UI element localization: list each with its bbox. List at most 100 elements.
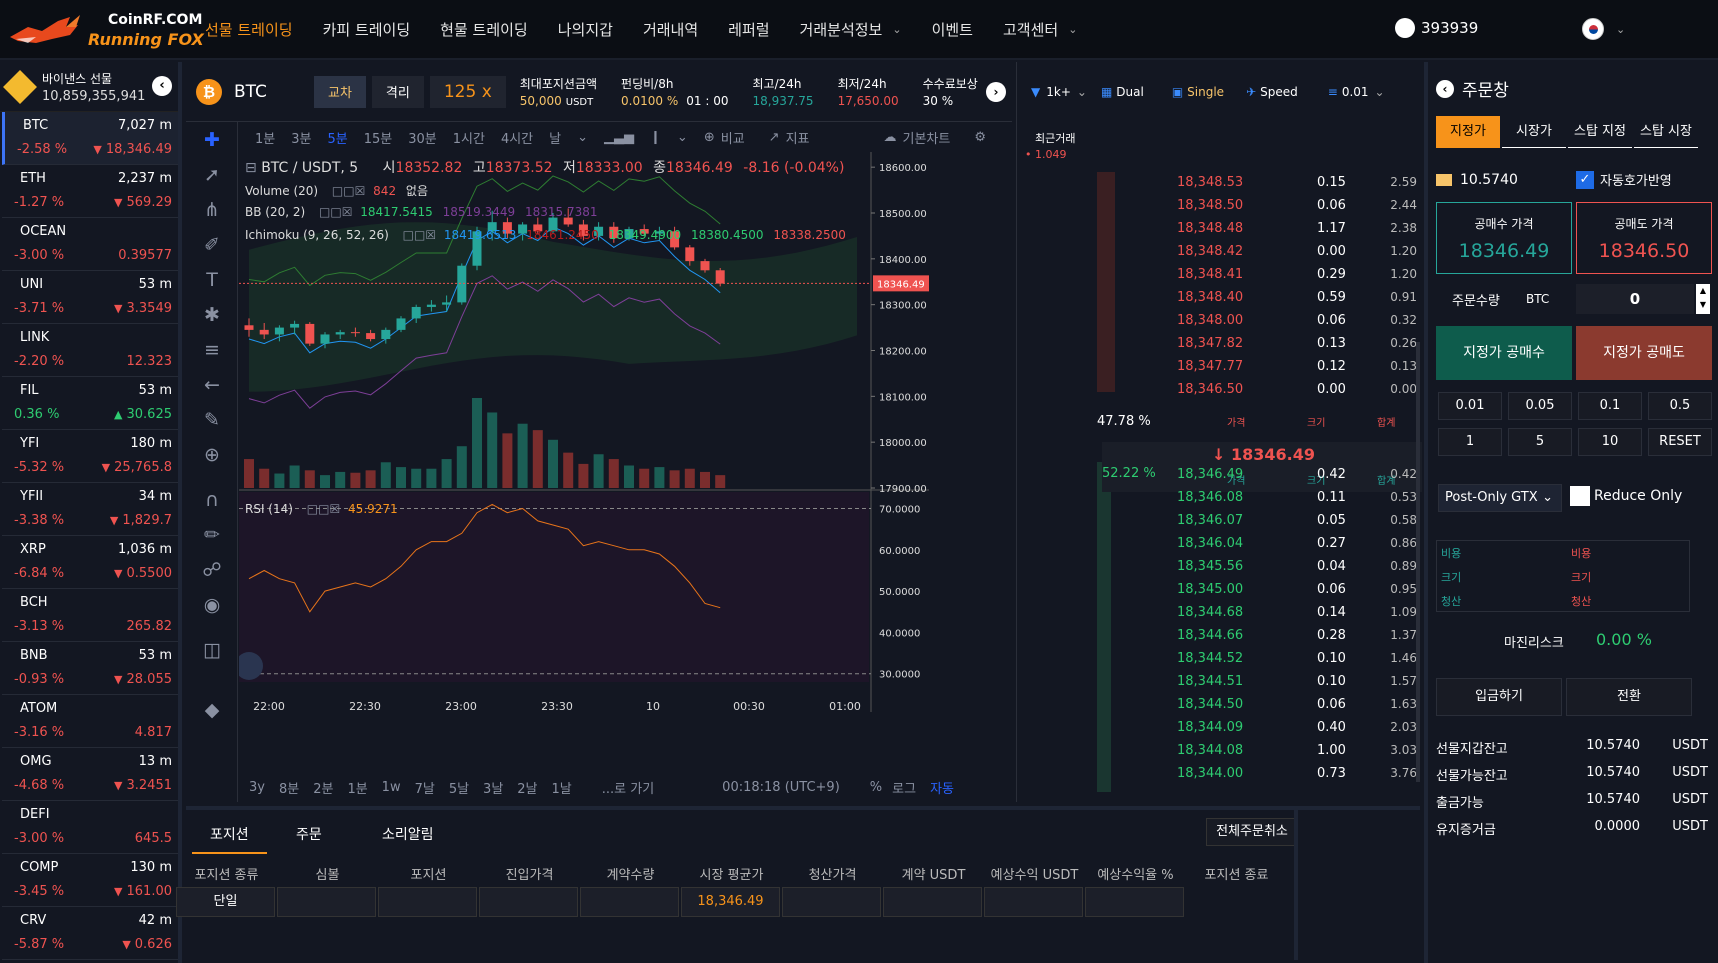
bb-settings-icon[interactable]: □□☒ (319, 205, 353, 219)
range-button[interactable]: 3y (249, 779, 265, 795)
nav-item-2[interactable]: 현물 트레이딩 (440, 19, 528, 40)
ask-row[interactable]: 18,348.40 0.59 0.91 (1177, 285, 1417, 310)
lock-drawing-icon[interactable]: ✏ (204, 523, 220, 546)
market-row[interactable]: LINK -2.20 % 12.323 (2, 324, 178, 377)
market-row[interactable]: COMP 130 m -3.45 % ▼ 161.00 (2, 854, 178, 907)
market-row[interactable]: XRP 1,036 m -6.84 % ▼ 0.5500 (2, 536, 178, 589)
bid-row[interactable]: 18,344.00 0.73 3.76 (1177, 761, 1417, 786)
market-row[interactable]: CRV 42 m -5.87 % ▼ 0.626 (2, 907, 178, 960)
positions-tab[interactable]: 소리알림 (382, 827, 434, 843)
bar-style-icon[interactable]: ▁▃▅ (604, 129, 635, 145)
deposit-button[interactable]: 입금하기 (1436, 678, 1562, 716)
market-row[interactable]: BTC 7,027 m -2.58 % ▼ 18,346.49 (2, 112, 178, 165)
interval-button[interactable]: 5분 (327, 131, 348, 147)
quick-qty-button[interactable]: 1 (1438, 428, 1502, 456)
market-row[interactable]: UNI 53 m -3.71 % ▼ 3.3549 (2, 271, 178, 324)
bid-row[interactable]: 18,346.08 0.11 0.53 (1177, 485, 1417, 510)
ruler-icon[interactable]: ✎ (204, 408, 220, 431)
logo[interactable]: CoinRF.COM Running FOX (0, 0, 205, 59)
positions-tab[interactable]: 포지션 (192, 824, 267, 854)
single-view-button[interactable]: Single (1187, 85, 1225, 99)
trash-icon[interactable]: ◫ (203, 638, 221, 661)
bid-row[interactable]: 18,346.49 0.42 0.42 (1177, 462, 1417, 487)
bid-row[interactable]: 18,346.04 0.27 0.86 (1177, 531, 1417, 556)
bid-row[interactable]: 18,346.07 0.05 0.58 (1177, 508, 1417, 533)
symbol-label[interactable]: BTC (234, 81, 267, 102)
speed-button[interactable]: Speed (1260, 85, 1298, 99)
nav-item-7[interactable]: 이벤트 (932, 19, 973, 40)
quick-qty-button[interactable]: 0.05 (1508, 392, 1572, 420)
market-row[interactable]: BNB 53 m -0.93 % ▼ 28.055 (2, 642, 178, 695)
magnet-icon[interactable]: ∩ (205, 488, 219, 511)
interval-chevron-icon[interactable]: ⌄ (577, 129, 589, 145)
range-button[interactable]: 1분 (347, 781, 368, 797)
bid-row[interactable]: 18,344.52 0.10 1.46 (1177, 646, 1417, 671)
ask-row[interactable]: 18,348.50 0.06 2.44 (1177, 193, 1417, 218)
pattern-icon[interactable]: ✱ (204, 303, 220, 326)
group-chevron-icon[interactable]: ⌄ (1076, 85, 1087, 99)
bid-row[interactable]: 18,344.09 0.40 2.03 (1177, 715, 1417, 740)
nav-item-4[interactable]: 거래내역 (643, 19, 698, 40)
text-icon[interactable]: T (206, 268, 218, 291)
auto-reflect-toggle[interactable]: ✓ 자동호가반영 (1576, 170, 1672, 189)
interval-button[interactable]: 30분 (408, 131, 437, 147)
interval-button[interactable]: 4시간 (500, 131, 534, 147)
leverage-button[interactable]: 125 x (429, 75, 506, 108)
bid-row[interactable]: 18,344.50 0.06 1.63 (1177, 692, 1417, 717)
trendline-icon[interactable]: ➚ (204, 163, 220, 186)
quick-qty-button[interactable]: 0.1 (1578, 392, 1642, 420)
nav-item-3[interactable]: 나의지갑 (558, 19, 613, 40)
order-tab[interactable]: 스탑 지정 (1568, 116, 1632, 148)
range-button[interactable]: 8분 (278, 781, 300, 797)
ask-row[interactable]: 18,347.82 0.13 0.26 (1177, 331, 1417, 356)
interval-button[interactable]: 1시간 (452, 131, 485, 147)
step-chevron-icon[interactable]: ⌄ (1374, 85, 1385, 99)
bid-row[interactable]: 18,344.68 0.14 1.09 (1177, 600, 1417, 625)
range-button[interactable]: 3날 (483, 781, 504, 797)
filter-icon[interactable]: ▼ (1031, 85, 1041, 99)
indicators-icon[interactable]: ↗ (768, 129, 780, 145)
ask-row[interactable]: 18,348.42 0.00 1.20 (1177, 239, 1417, 264)
user-menu[interactable]: 393939 (1395, 18, 1478, 38)
legend-settings-icon[interactable]: □□☒ (331, 184, 366, 198)
layers-icon[interactable]: ◆ (204, 698, 220, 721)
compare-icon[interactable]: ⊕ (703, 129, 715, 145)
fibonacci-icon[interactable]: ≡ (204, 338, 220, 361)
range-button[interactable]: 2분 (313, 781, 334, 797)
rsi-settings-icon[interactable]: □□☒ (306, 502, 341, 516)
style-chevron-icon[interactable]: ⌄ (676, 129, 688, 145)
bid-row[interactable]: 18,344.51 0.10 1.57 (1177, 669, 1417, 694)
time-in-force-select[interactable]: Post-Only GTX ⌄ (1438, 484, 1562, 512)
range-button[interactable]: 1날 (551, 781, 572, 797)
market-row[interactable]: BCH -3.13 % 265.82 (2, 589, 178, 642)
sell-price-box[interactable]: 공매도 가격 18346.50 (1576, 202, 1712, 274)
language-selector[interactable]: ⌄ (1582, 18, 1625, 40)
reduce-only-toggle[interactable]: Reduce Only (1570, 486, 1682, 506)
range-button[interactable]: 1w (381, 779, 401, 795)
limit-buy-button[interactable]: 지정가 공매수 (1436, 326, 1572, 380)
expand-panel-icon[interactable]: › (986, 82, 1006, 102)
nav-item-1[interactable]: 카피 트레이딩 (323, 19, 411, 40)
settings-icon[interactable]: ⚙ (974, 129, 986, 145)
market-row[interactable]: YFI 180 m -5.32 % ▼ 25,765.8 (2, 430, 178, 483)
crosshair-icon[interactable]: ✚ (204, 128, 220, 151)
zoom-icon[interactable]: ⊕ (204, 443, 220, 466)
interval-button[interactable]: 날 (549, 131, 562, 147)
interval-button[interactable]: 15분 (363, 131, 393, 147)
order-tab[interactable]: 시장가 (1502, 116, 1566, 148)
limit-sell-button[interactable]: 지정가 공매도 (1576, 326, 1712, 380)
cancel-all-orders-button[interactable]: 전체주문취소 (1206, 818, 1298, 846)
bid-row[interactable]: 18,345.56 0.04 0.89 (1177, 554, 1417, 579)
nav-item-6[interactable]: 거래분석정보 ⌄ (800, 19, 902, 40)
market-row[interactable]: OCEAN -3.00 % 0.39577 (2, 218, 178, 271)
log-scale-button[interactable]: 로그 (892, 781, 917, 797)
chart-plot-area[interactable]: 18346.49 18600.00 18500.00 18400.00 18300.00… (235, 152, 1012, 802)
market-row[interactable]: FIL 53 m 0.36 % ▲ 30.625 (2, 377, 178, 430)
unlock-icon[interactable]: ☍ (202, 558, 222, 581)
margin-isolated-button[interactable]: 격리 (371, 75, 424, 108)
margin-cross-button[interactable]: 교차 (314, 75, 366, 108)
market-row[interactable]: ATOM -3.16 % 4.817 (2, 695, 178, 748)
eye-icon[interactable]: ◉ (203, 593, 221, 616)
cloud-icon[interactable]: ☁ (883, 129, 897, 145)
checkbox-unchecked-icon[interactable] (1570, 486, 1590, 506)
